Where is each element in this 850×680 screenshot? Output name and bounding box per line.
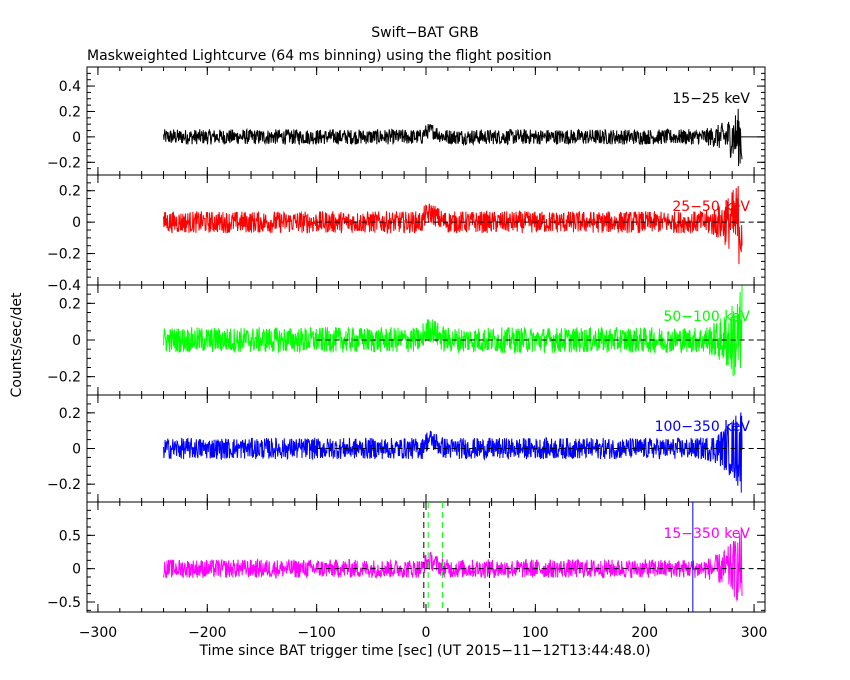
y-tick-label: −0.2	[47, 155, 81, 171]
y-tick-label: 0	[72, 130, 81, 146]
panels-group: −0.2 0 0.2 0.4 15−25 keV −0.4 −0.2 0 0.2 25−50 ke…	[47, 66, 766, 613]
band-label: 15−350 keV	[663, 526, 750, 542]
panel-1: −0.2 0 0.2 0.4 15−25 keV	[47, 66, 766, 176]
y-tick-label: 0.2	[59, 184, 81, 200]
x-tick-label: 0	[422, 625, 431, 641]
chart-title: Swift−BAT GRB	[371, 25, 478, 41]
y-tick-label: −0.2	[47, 247, 81, 263]
x-tick-label: −200	[188, 625, 226, 641]
panel-5: −0.5 0 0.5 15−350 keV	[47, 501, 766, 613]
x-tick-label: −300	[79, 625, 117, 641]
x-axis-label: Time since BAT trigger time [sec] (UT 20…	[198, 643, 650, 659]
x-tick-label: 200	[631, 625, 658, 641]
y-tick-label: 0	[72, 215, 81, 231]
band-label: 15−25 keV	[672, 91, 750, 107]
panel-2: −0.4 −0.2 0 0.2 25−50 keV	[47, 174, 766, 294]
y-tick-label: 0	[72, 442, 81, 458]
y-tick-label: 0	[72, 333, 81, 349]
lightcurve-series	[163, 528, 743, 602]
y-tick-label: −0.4	[47, 278, 81, 294]
y-tick-label: −0.5	[47, 595, 81, 611]
vertical-markers-group	[423, 502, 694, 612]
chart-subtitle: Maskweighted Lightcurve (64 ms binning) …	[87, 48, 552, 64]
y-tick-label: 0	[72, 562, 81, 578]
panel-frame	[86, 66, 766, 176]
band-label: 50−100 keV	[663, 309, 750, 325]
y-tick-label: −0.2	[47, 370, 81, 386]
panel-3: −0.2 0 0.2 50−100 keV	[47, 284, 766, 396]
x-tick-label: 300	[741, 625, 768, 641]
y-tick-label: 0.2	[59, 296, 81, 312]
lightcurve-series	[163, 186, 743, 265]
band-label: 25−50 keV	[672, 199, 750, 215]
lightcurve-series	[163, 412, 743, 493]
panel-4: −0.2 0 0.2 100−350 keV	[47, 394, 766, 503]
lightcurve-series	[163, 285, 743, 377]
x-tick-label: 100	[522, 625, 549, 641]
x-axis: −300 −200 −100 0 100 200 300	[79, 625, 768, 641]
y-axis-label: Counts/sec/det	[9, 292, 25, 397]
y-tick-label: −0.2	[47, 477, 81, 493]
y-tick-label: 0.4	[59, 79, 81, 95]
band-label: 100−350 keV	[655, 419, 751, 435]
y-tick-label: 0.2	[59, 406, 81, 422]
y-tick-label: 0.2	[59, 104, 81, 120]
lightcurve-series	[163, 108, 743, 166]
x-tick-label: −100	[297, 625, 335, 641]
y-tick-label: 0.5	[59, 528, 81, 544]
